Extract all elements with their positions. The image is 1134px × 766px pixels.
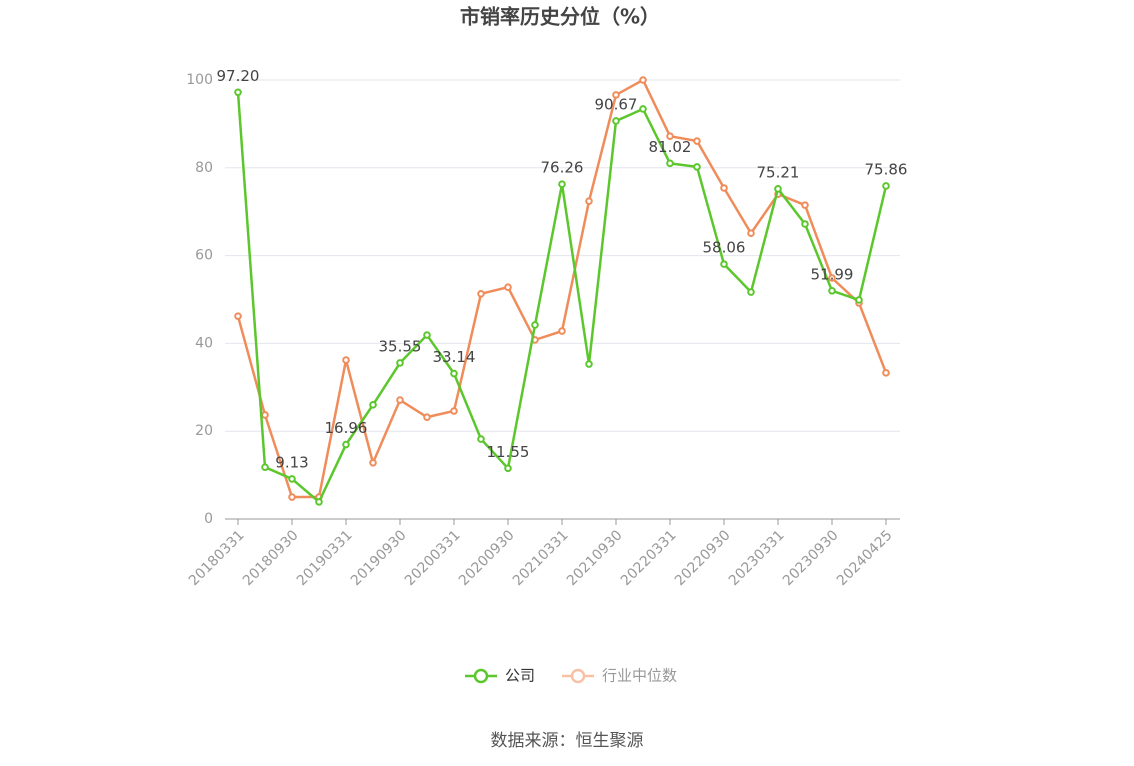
x-tick-label: 20190331 [294, 527, 356, 589]
data-label: 97.20 [217, 67, 260, 85]
point [342, 440, 350, 449]
data-label: 81.02 [649, 138, 692, 156]
point [558, 327, 566, 335]
point [693, 137, 701, 145]
y-tick-label: 100 [186, 72, 213, 88]
point [504, 283, 512, 292]
x-tick-label: 20180930 [240, 527, 302, 589]
x-tick-label: 20230930 [780, 527, 842, 589]
data-label: 9.13 [275, 453, 308, 471]
point [747, 288, 755, 296]
data-label: 11.55 [487, 443, 530, 461]
point [423, 413, 431, 421]
data-label: 33.14 [433, 348, 476, 366]
source: 数据来源：恒生聚源 [491, 731, 644, 751]
x-tick-label: 20220331 [618, 527, 680, 589]
point [693, 163, 701, 171]
point [450, 407, 458, 415]
point [261, 463, 269, 471]
point [423, 331, 431, 339]
point [801, 220, 809, 228]
point [639, 105, 647, 113]
data-label: 76.26 [541, 159, 584, 177]
legend-item[interactable]: 公司 [465, 667, 535, 685]
data-label: 35.55 [379, 337, 422, 355]
point [234, 88, 242, 97]
data-label: 16.96 [325, 419, 368, 437]
legend-label: 公司 [505, 667, 535, 685]
point [639, 76, 647, 84]
point [882, 369, 890, 377]
point [882, 182, 890, 190]
point [396, 396, 404, 404]
y-tick-label: 0 [204, 511, 213, 527]
point [315, 498, 323, 506]
point [720, 184, 728, 192]
point [855, 296, 863, 304]
legend-marker [473, 668, 489, 684]
y-tick-label: 60 [195, 248, 213, 264]
point [747, 229, 755, 238]
point [774, 185, 782, 193]
point [666, 159, 674, 168]
point [396, 359, 404, 367]
legend-label: 行业中位数 [602, 667, 677, 685]
x-tick-label: 20230331 [726, 527, 788, 589]
x-tick-label: 20220930 [672, 527, 734, 589]
x-tick-label: 20180331 [186, 527, 248, 589]
chart-title: 市销率历史分位（%） [460, 5, 660, 29]
point [288, 493, 296, 501]
legend-item[interactable]: 行业中位数 [562, 667, 677, 685]
point [666, 132, 674, 140]
data-label: 75.21 [757, 163, 800, 181]
point [828, 286, 836, 295]
y-tick-label: 40 [195, 335, 213, 351]
legend-marker [570, 668, 586, 684]
data-label: 75.86 [865, 160, 908, 178]
y-tick-label: 80 [195, 160, 213, 176]
series-line [236, 92, 888, 504]
point [531, 321, 539, 329]
point [477, 435, 485, 443]
y-tick-label: 20 [195, 423, 213, 439]
point [801, 201, 809, 209]
point [261, 411, 269, 419]
point [612, 91, 620, 99]
point [558, 180, 566, 189]
point [288, 475, 296, 483]
point [369, 401, 377, 409]
data-label: 90.67 [595, 95, 638, 113]
x-tick-label: 20190930 [348, 527, 410, 589]
point [342, 356, 350, 364]
point [612, 117, 620, 125]
x-tick-label: 20210930 [564, 527, 626, 589]
data-label: 58.06 [703, 239, 746, 257]
data-label: 51.99 [811, 265, 854, 283]
x-tick-label: 20200930 [456, 527, 518, 589]
x-tick-label: 20210331 [510, 527, 572, 589]
point [585, 360, 593, 368]
point [369, 459, 377, 467]
point [234, 312, 242, 320]
point [828, 274, 836, 282]
point [477, 289, 485, 298]
x-tick-label: 20240425 [834, 527, 896, 589]
point [720, 260, 728, 268]
point [504, 464, 512, 473]
point [450, 369, 458, 378]
x-tick-label: 20200331 [402, 527, 464, 589]
point [585, 197, 593, 205]
